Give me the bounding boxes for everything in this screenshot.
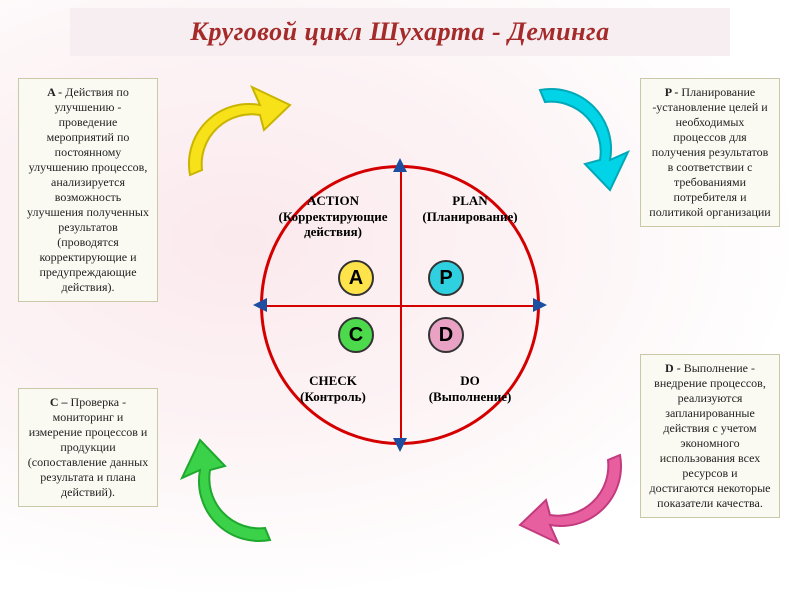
pdca-diagram: ACTION (Корректирующие действия) PLAN (П… (220, 85, 580, 565)
label-do-ru: (Выполнение) (429, 389, 512, 404)
desc-D-prefix: D - (665, 361, 684, 375)
desc-A-prefix: A - (47, 85, 65, 99)
desc-box-C: C – Проверка - мониторинг и измерение пр… (18, 388, 158, 507)
desc-P-text: Планирование -установление целей и необх… (649, 85, 770, 219)
axis-arrow-s (393, 438, 407, 452)
curved-arrow-green (160, 435, 300, 555)
desc-P-prefix: P - (665, 85, 682, 99)
label-plan-ru: (Планирование) (422, 209, 517, 224)
label-plan: PLAN (Планирование) (405, 193, 535, 224)
label-action-en: ACTION (307, 193, 359, 208)
label-plan-en: PLAN (452, 193, 487, 208)
label-check-en: CHECK (309, 373, 357, 388)
curved-arrow-pink (510, 435, 650, 555)
cross-vertical (400, 165, 402, 445)
node-P-letter: P (439, 267, 452, 290)
node-C: C (338, 317, 374, 353)
page-title: Круговой цикл Шухарта - Деминга (190, 17, 609, 47)
label-check: CHECK (Контроль) (268, 373, 398, 404)
label-action: ACTION (Корректирующие действия) (268, 193, 398, 240)
node-D: D (428, 317, 464, 353)
desc-box-P: P - Планирование -установление целей и н… (640, 78, 780, 227)
title-bar: Круговой цикл Шухарта - Деминга (70, 8, 730, 56)
desc-C-text: Проверка - мониторинг и измерение процес… (28, 395, 148, 499)
label-do-en: DO (460, 373, 480, 388)
node-C-letter: C (349, 324, 363, 347)
desc-C-prefix: C – (50, 395, 71, 409)
label-do: DO (Выполнение) (405, 373, 535, 404)
desc-A-text: Действия по улучшению - проведение мероп… (27, 85, 149, 294)
label-action-ru: (Корректирующие действия) (279, 209, 388, 240)
label-check-ru: (Контроль) (300, 389, 366, 404)
node-A: A (338, 260, 374, 296)
node-D-letter: D (439, 324, 453, 347)
node-A-letter: A (349, 267, 363, 290)
desc-D-text: Выполнение - внедрение процессов, реализ… (650, 361, 771, 510)
axis-arrow-e (533, 298, 547, 312)
desc-box-D: D - Выполнение - внедрение процессов, ре… (640, 354, 780, 518)
circle-wrap: ACTION (Корректирующие действия) PLAN (П… (260, 165, 540, 445)
desc-box-A: A - Действия по улучшению - проведение м… (18, 78, 158, 302)
node-P: P (428, 260, 464, 296)
